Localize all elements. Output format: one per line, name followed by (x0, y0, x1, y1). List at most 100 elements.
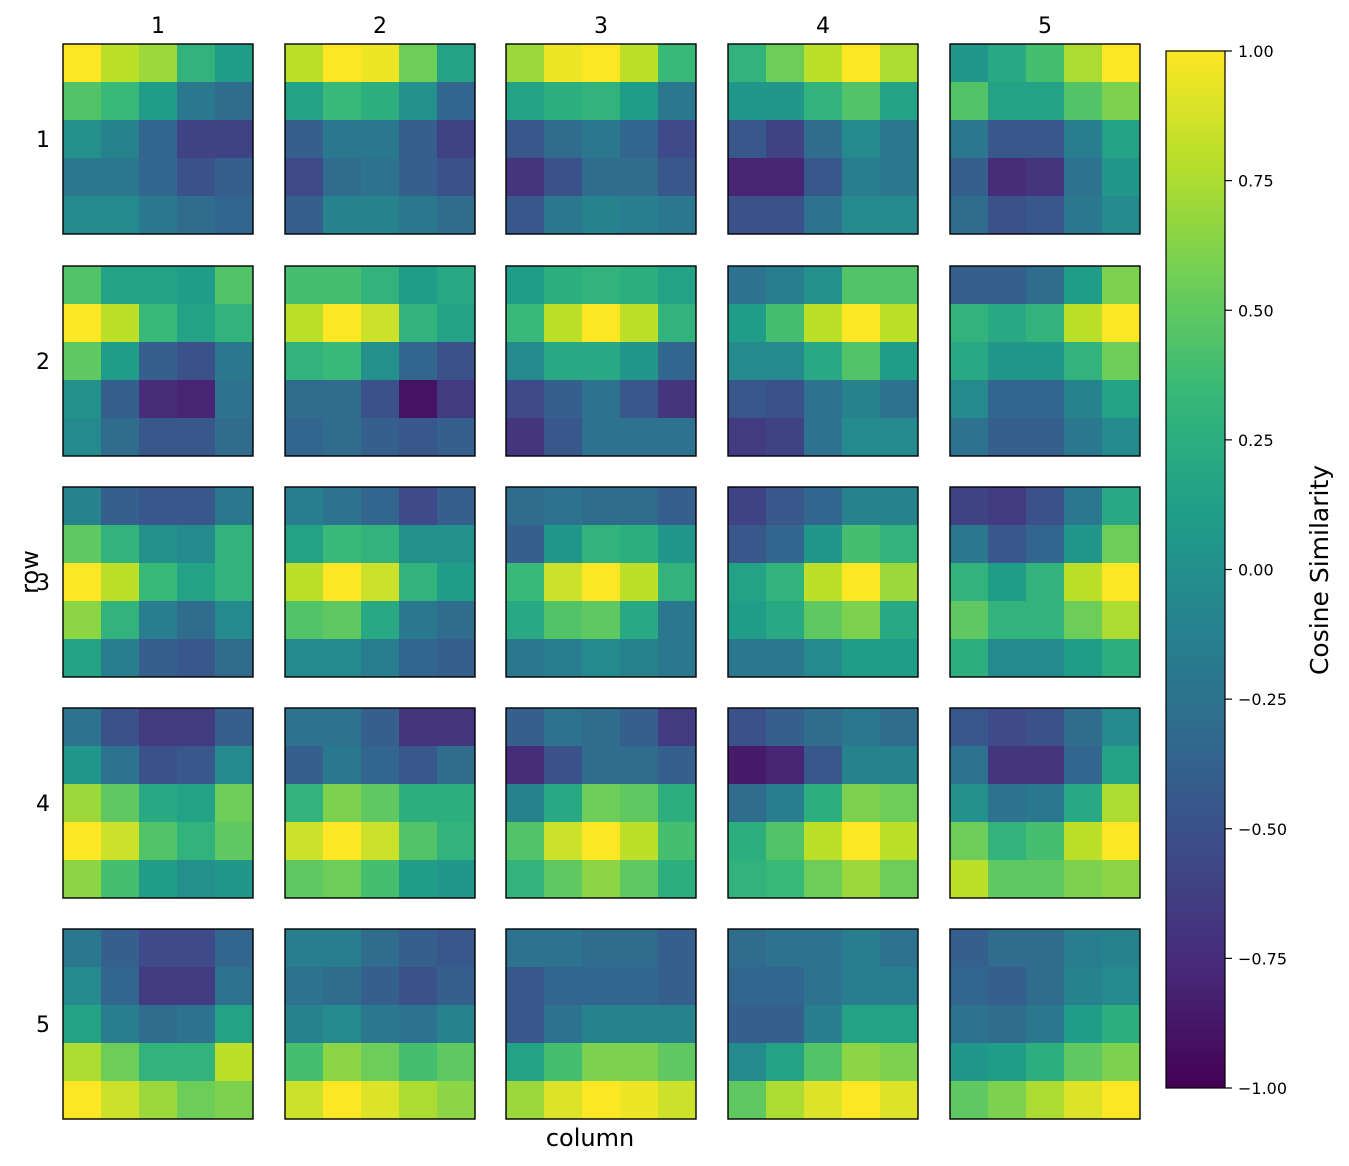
heatmap-cell (728, 822, 767, 861)
heatmap-cell (361, 1005, 400, 1044)
heatmap-cell (582, 304, 621, 343)
heatmap-cell (658, 563, 697, 602)
heatmap-cell (361, 304, 400, 343)
heatmap-cell (101, 120, 140, 159)
heatmap-cell (361, 196, 400, 235)
heatmap-cell (506, 418, 545, 457)
heatmap-cell (139, 784, 178, 823)
heatmap-panel-r3-c2 (284, 486, 476, 678)
heatmap-cell (544, 82, 583, 121)
heatmap-cell (804, 487, 843, 526)
heatmap-cell (658, 929, 697, 968)
panel-frame (62, 707, 254, 899)
heatmap-cell (323, 1043, 362, 1082)
heatmap-cell (950, 708, 989, 747)
heatmap-cell (323, 784, 362, 823)
heatmap-cell (285, 380, 324, 419)
heatmap-cell (950, 967, 989, 1006)
heatmap-cell (101, 639, 140, 678)
heatmap-cell (437, 784, 476, 823)
heatmap-cell (842, 158, 881, 197)
heatmap-cell (323, 120, 362, 159)
heatmap-cell (988, 82, 1027, 121)
heatmap-cell (988, 304, 1027, 343)
panel-frame (727, 486, 919, 678)
heatmap-cell (215, 304, 254, 343)
heatmap-panel-r5-c5 (949, 928, 1141, 1120)
heatmap-cell (842, 563, 881, 602)
heatmap-cell (139, 1043, 178, 1082)
heatmap-cell (285, 639, 324, 678)
panel-frame (727, 707, 919, 899)
heatmap-cell (1102, 304, 1141, 343)
heatmap-cell (101, 487, 140, 526)
heatmap-cell (544, 784, 583, 823)
heatmap-cell (399, 967, 438, 1006)
heatmap-cell (988, 746, 1027, 785)
heatmap-cell (1064, 1005, 1103, 1044)
heatmap-cell (842, 44, 881, 83)
heatmap-cell (1102, 380, 1141, 419)
heatmap-cell (842, 342, 881, 381)
heatmap-cell (1026, 746, 1065, 785)
heatmap-cell (950, 1005, 989, 1044)
heatmap-cell (323, 380, 362, 419)
heatmap-cell (1102, 1081, 1141, 1120)
heatmap-cell (506, 822, 545, 861)
heatmap-cell (620, 525, 659, 564)
colorbar-tick-label: −0.75 (1238, 949, 1287, 968)
heatmap-cell (215, 196, 254, 235)
heatmap-cell (880, 1043, 919, 1082)
heatmap-cell (620, 563, 659, 602)
heatmap-cell (1102, 601, 1141, 640)
heatmap-cell (399, 158, 438, 197)
heatmap-cell (988, 860, 1027, 899)
heatmap-cell (842, 967, 881, 1006)
heatmap-cell (544, 487, 583, 526)
heatmap-cell (437, 929, 476, 968)
heatmap-cell (728, 196, 767, 235)
heatmap-cell (728, 1005, 767, 1044)
heatmap-cell (399, 563, 438, 602)
heatmap-cell (215, 563, 254, 602)
heatmap-cell (285, 784, 324, 823)
heatmap-cell (437, 1043, 476, 1082)
heatmap-cell (101, 967, 140, 1006)
heatmap-cell (101, 563, 140, 602)
heatmap-cell (63, 266, 102, 305)
heatmap-cell (582, 120, 621, 159)
heatmap-cell (139, 822, 178, 861)
heatmap-cell (506, 784, 545, 823)
heatmap-cell (582, 563, 621, 602)
heatmap-cell (620, 82, 659, 121)
heatmap-cell (323, 158, 362, 197)
heatmap-cell (1064, 929, 1103, 968)
heatmap-cell (139, 967, 178, 1006)
heatmap-cell (323, 342, 362, 381)
heatmap-cell (620, 266, 659, 305)
heatmap-cell (544, 525, 583, 564)
heatmap-cell (658, 120, 697, 159)
colorbar-tick-label: −1.00 (1238, 1079, 1287, 1098)
heatmap-cell (177, 860, 216, 899)
heatmap-cell (582, 1043, 621, 1082)
heatmap-cell (177, 304, 216, 343)
heatmap-cell (658, 784, 697, 823)
heatmap-cell (582, 158, 621, 197)
heatmap-cell (620, 304, 659, 343)
panel-frame (949, 43, 1141, 235)
heatmap-cell (399, 601, 438, 640)
heatmap-cell (1064, 746, 1103, 785)
heatmap-cell (1026, 601, 1065, 640)
heatmap-cell (880, 822, 919, 861)
heatmap-cell (1102, 158, 1141, 197)
heatmap-cell (215, 929, 254, 968)
heatmap-cell (139, 120, 178, 159)
heatmap-cell (177, 158, 216, 197)
heatmap-cell (804, 1005, 843, 1044)
heatmap-cell (177, 563, 216, 602)
heatmap-cell (437, 342, 476, 381)
heatmap-cell (63, 601, 102, 640)
heatmap-cell (880, 746, 919, 785)
heatmap-cell (323, 266, 362, 305)
